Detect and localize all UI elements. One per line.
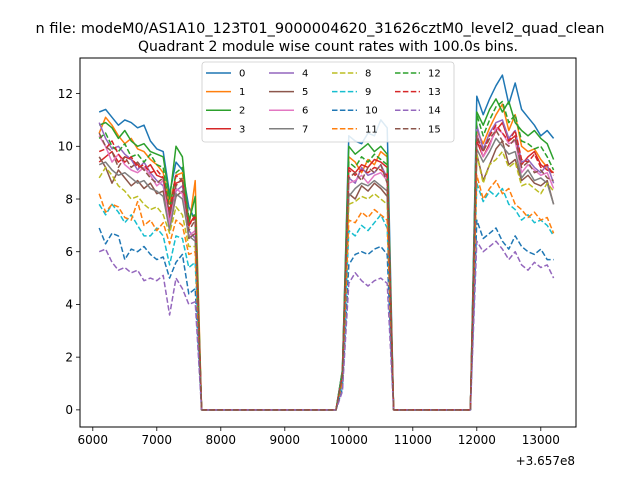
series-line-4 <box>98 119 555 411</box>
x-tick-label: 12000 <box>458 433 496 447</box>
y-axis: 0 2 4 6 8 10 12 <box>58 87 80 417</box>
legend-label-7: 7 <box>302 124 308 135</box>
series-line-9 <box>98 182 555 411</box>
series-line-7 <box>98 137 555 411</box>
legend-label-4: 4 <box>302 69 308 80</box>
legend-label-14: 14 <box>428 106 441 117</box>
y-tick-label: 4 <box>65 298 73 312</box>
series-line-1 <box>98 103 555 411</box>
x-axis: 6000 7000 8000 9000 10000 11000 12000 13000 <box>78 427 560 447</box>
series-line-12 <box>98 100 555 411</box>
chart-title: Quadrant 2 module wise count rates with … <box>138 39 518 55</box>
series-line-5 <box>98 140 555 411</box>
legend-label-13: 13 <box>428 87 441 98</box>
x-tick-label: 9000 <box>270 433 301 447</box>
y-tick-label: 10 <box>58 140 73 154</box>
legend-label-5: 5 <box>302 87 308 98</box>
series-line-11 <box>98 174 555 411</box>
legend-label-0: 0 <box>239 69 245 80</box>
x-tick-label: 11000 <box>394 433 432 447</box>
x-tick-label: 10000 <box>330 433 368 447</box>
legend-label-10: 10 <box>365 106 378 117</box>
series-line-8 <box>98 150 555 411</box>
legend-label-6: 6 <box>302 106 308 117</box>
legend-label-12: 12 <box>428 69 441 80</box>
series-line-2 <box>98 98 555 411</box>
legend-label-9: 9 <box>365 87 371 98</box>
series-line-6 <box>98 127 555 411</box>
y-tick-label: 0 <box>65 403 73 417</box>
x-offset-label: +3.657e8 <box>516 454 575 468</box>
x-tick-label: 6000 <box>78 433 109 447</box>
legend-label-8: 8 <box>365 69 371 80</box>
series-line-13 <box>98 124 555 411</box>
plot-frame <box>79 57 577 428</box>
y-tick-label: 2 <box>65 350 73 364</box>
y-tick-label: 6 <box>65 245 73 259</box>
series-line-15 <box>98 129 554 411</box>
legend-label-2: 2 <box>239 106 245 117</box>
x-tick-label: 7000 <box>142 433 173 447</box>
legend-label-1: 1 <box>239 87 245 98</box>
series-line-10 <box>98 219 554 411</box>
figure-suptitle: n file: modeM0/AS1A10_123T01_9000004620_… <box>36 21 605 37</box>
legend-label-3: 3 <box>239 124 245 135</box>
series-layer <box>98 74 555 411</box>
series-line-14 <box>98 240 555 411</box>
x-tick-label: 13000 <box>522 433 560 447</box>
y-tick-label: 8 <box>65 192 73 206</box>
legend-label-15: 15 <box>428 124 441 135</box>
y-tick-label: 12 <box>58 87 73 101</box>
x-tick-label: 8000 <box>206 433 237 447</box>
legend-label-11: 11 <box>365 124 378 135</box>
legend-box <box>201 61 455 143</box>
